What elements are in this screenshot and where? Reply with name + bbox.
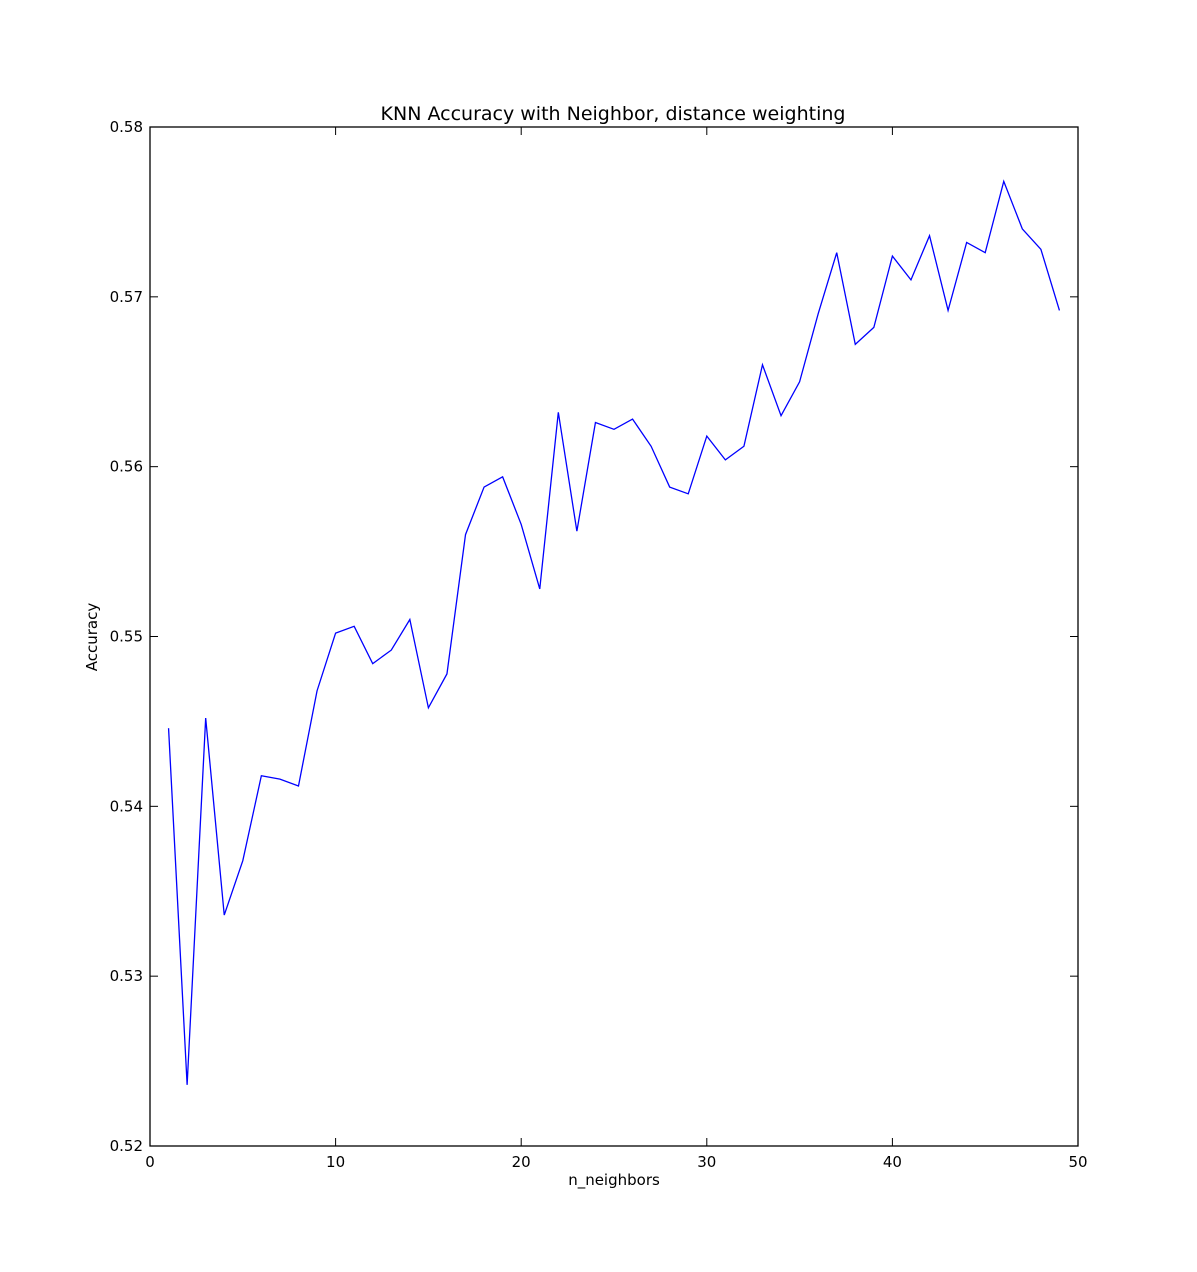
x-tick-label: 20 [512,1153,531,1171]
plot-area [149,126,1079,1147]
y-tick-label: 0.55 [110,628,143,646]
y-axis-label: Accuracy [83,603,101,672]
x-axis: 0 10 20 30 40 50 [145,127,1088,1171]
x-tick-label: 50 [1068,1153,1087,1171]
x-axis-label: n_neighbors [568,1171,660,1190]
y-tick-label: 0.54 [110,797,143,815]
y-tick-label: 0.58 [110,118,143,136]
chart-title: KNN Accuracy with Neighbor, distance wei… [381,103,846,125]
x-tick-label: 0 [145,1153,155,1171]
x-tick-label: 10 [326,1153,345,1171]
x-tick-label: 40 [883,1153,902,1171]
series-line [167,179,1061,1085]
x-tick-label: 30 [697,1153,716,1171]
y-tick-label: 0.57 [110,288,143,306]
y-tick-label: 0.53 [110,967,143,985]
plot-frame [149,126,1079,1147]
y-tick-label: 0.56 [110,458,143,476]
y-axis: 0.52 0.53 0.54 0.55 0.56 0.57 0.58 [110,118,1078,1155]
y-tick-label: 0.52 [110,1137,143,1155]
